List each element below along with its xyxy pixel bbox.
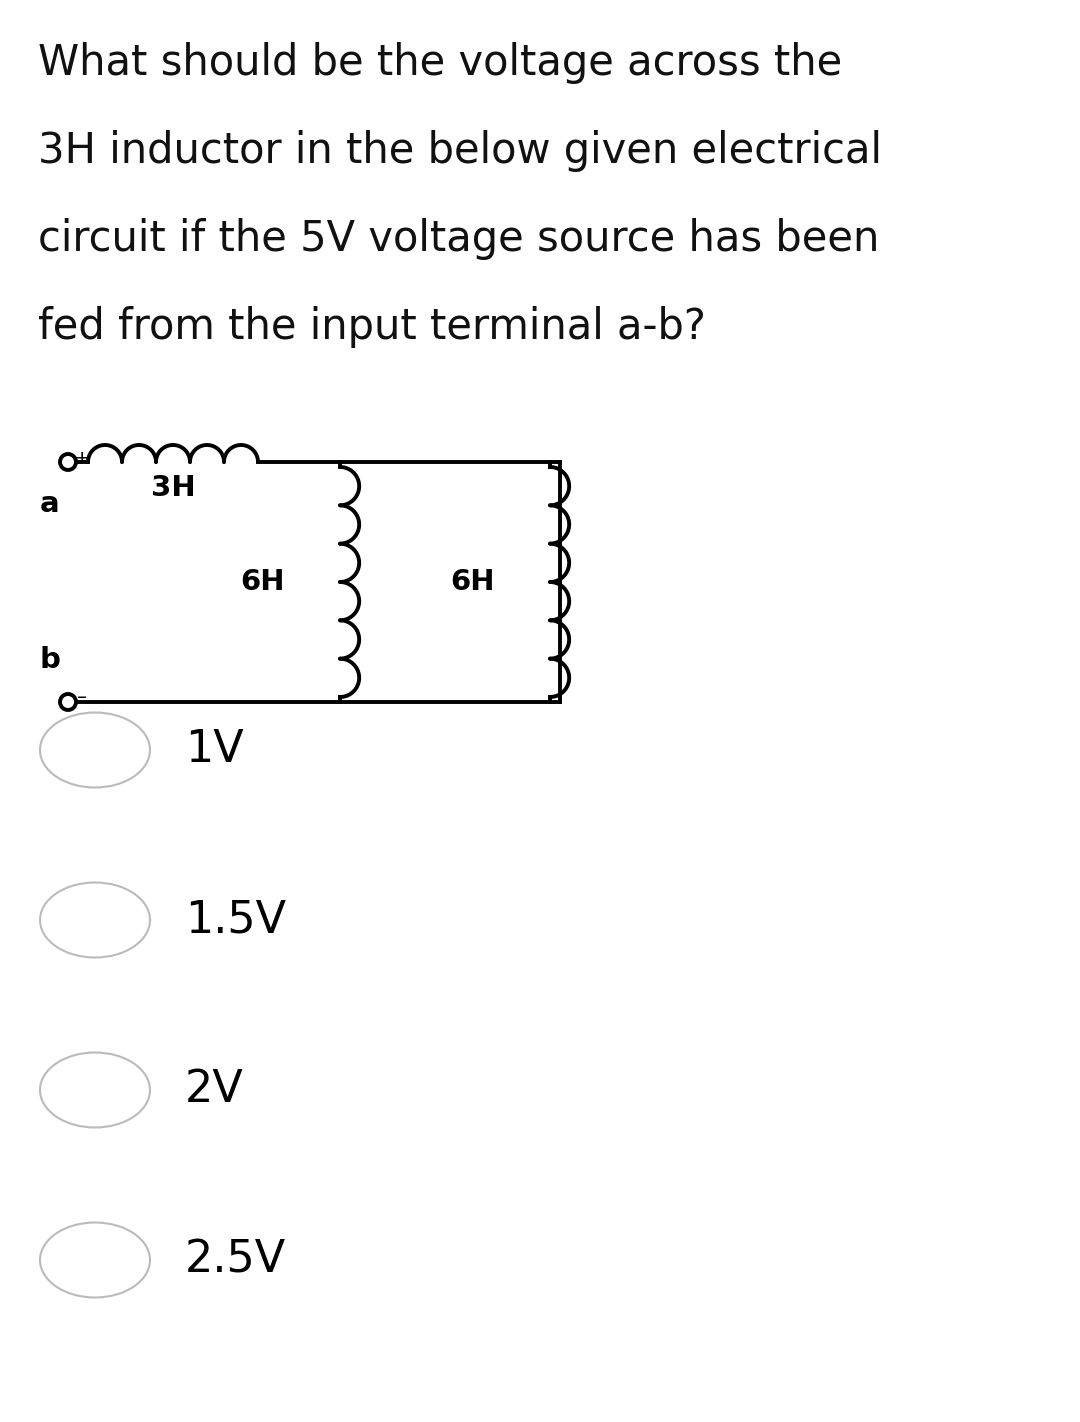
Text: b: b xyxy=(40,646,60,674)
Text: 3H inductor in the below given electrical: 3H inductor in the below given electrica… xyxy=(38,129,882,172)
Text: B: B xyxy=(84,906,106,934)
Text: 2.5V: 2.5V xyxy=(185,1239,286,1281)
Text: fed from the input terminal a-b?: fed from the input terminal a-b? xyxy=(38,306,706,348)
Text: –: – xyxy=(77,688,86,708)
Text: 2V: 2V xyxy=(185,1068,244,1112)
Text: 1V: 1V xyxy=(185,728,244,772)
Text: 1.5V: 1.5V xyxy=(185,899,286,941)
Text: 3H: 3H xyxy=(151,474,195,502)
Text: What should be the voltage across the: What should be the voltage across the xyxy=(38,43,842,84)
Text: 6H: 6H xyxy=(241,567,285,596)
Text: circuit if the 5V voltage source has been: circuit if the 5V voltage source has bee… xyxy=(38,218,879,260)
Text: A: A xyxy=(84,735,106,765)
Text: 6H: 6H xyxy=(450,567,495,596)
Text: C: C xyxy=(84,1075,106,1105)
Ellipse shape xyxy=(40,1052,150,1128)
Ellipse shape xyxy=(40,1223,150,1297)
Text: D: D xyxy=(83,1246,107,1274)
Text: a: a xyxy=(40,491,59,518)
Ellipse shape xyxy=(40,883,150,957)
Text: +: + xyxy=(73,448,91,468)
Ellipse shape xyxy=(40,712,150,788)
